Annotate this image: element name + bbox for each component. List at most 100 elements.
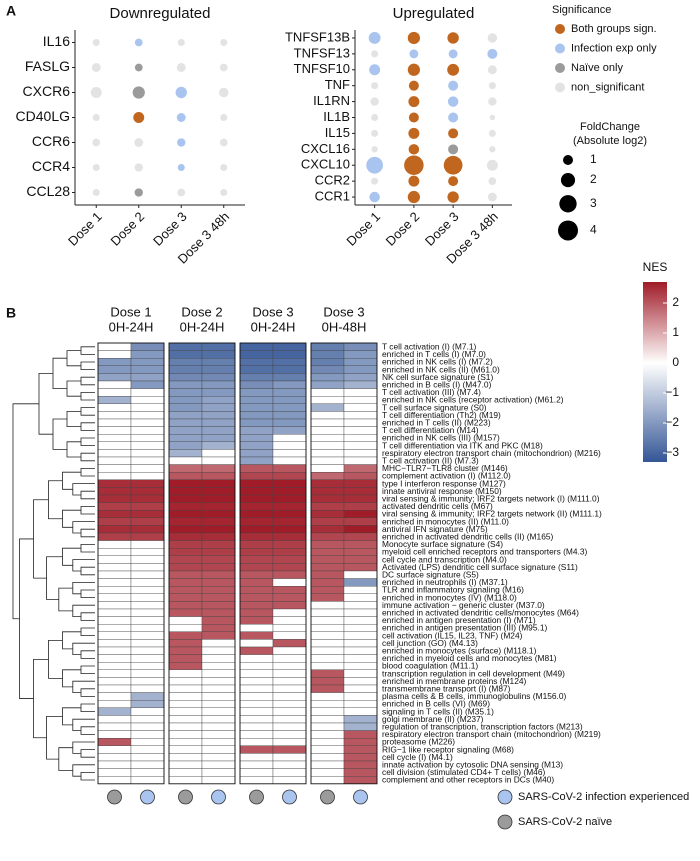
- y-tick-label: CCR4: [32, 158, 70, 174]
- heatmap-cell: [343, 510, 378, 519]
- dendrogram: [48, 480, 63, 520]
- heatmap-cell: [168, 472, 203, 481]
- heatmap-cell: [343, 715, 378, 724]
- heatmap-cell: [201, 441, 236, 450]
- heatmap-cell: [343, 342, 378, 351]
- heatmap-cell: [343, 563, 378, 572]
- heatmap-cell: [272, 449, 307, 458]
- heatmap-cell: [201, 646, 236, 655]
- heatmap-cell: [201, 426, 236, 435]
- heatmap-cell: [239, 540, 274, 549]
- dendrogram: [72, 718, 95, 731]
- heatmap-cell: [201, 768, 236, 777]
- heatmap-cell: [272, 548, 307, 557]
- heatmap-cell: [310, 502, 345, 511]
- heatmap-cell: [130, 464, 165, 473]
- group-border: [97, 342, 165, 785]
- dendrogram: [66, 411, 81, 427]
- heatmap-cell: [272, 586, 307, 595]
- dot: [408, 127, 420, 139]
- heatmap-cell: [272, 555, 307, 564]
- dot: [177, 188, 186, 197]
- row-label: respiratory electron transport chain (mi…: [382, 729, 601, 739]
- heatmap-cell: [201, 745, 236, 754]
- heatmap-cell: [97, 418, 132, 427]
- heatmap-cell: [310, 358, 345, 367]
- heatmap-cell: [343, 532, 378, 541]
- heatmap-cell: [130, 722, 165, 731]
- heatmap-cell: [201, 487, 236, 496]
- row-label: enriched in activated dendritic cells (I…: [382, 532, 554, 542]
- heatmap-cell: [201, 677, 236, 686]
- heatmap-cell: [168, 654, 203, 663]
- x-tick-label: Dose 1: [65, 209, 105, 249]
- heatmap-cell: [168, 745, 203, 754]
- heatmap-cell: [310, 738, 345, 747]
- dendrogram: [72, 741, 95, 754]
- dot: [447, 63, 460, 76]
- heatmap-cell: [97, 464, 132, 473]
- heatmap-cell: [168, 388, 203, 397]
- heatmap-cell: [97, 745, 132, 754]
- heatmap-cell: [168, 722, 203, 731]
- y-tick-label: IL15: [325, 125, 350, 140]
- heatmap-cell: [130, 411, 165, 420]
- heatmap-cell: [168, 700, 203, 709]
- heatmap-cell: [272, 563, 307, 572]
- row-label: myeloid cell enriched receptors and tran…: [382, 547, 587, 557]
- heatmap-cell: [201, 365, 236, 374]
- heatmap-cell: [201, 525, 236, 534]
- heatmap-cell: [343, 586, 378, 595]
- heatmap-cell: [239, 380, 274, 389]
- dot: [407, 190, 420, 204]
- y-tick-label: IL16: [43, 33, 70, 49]
- heatmap-cell: [97, 396, 132, 405]
- heatmap-cell: [97, 601, 132, 610]
- heatmap-cell: [310, 441, 345, 450]
- heatmap-cell: [239, 365, 274, 374]
- heatmap-cell: [168, 616, 203, 625]
- heatmap-cell: [130, 418, 165, 427]
- heatmap-cell: [272, 517, 307, 526]
- heatmap-cell: [130, 570, 165, 579]
- dendrogram: [38, 373, 53, 435]
- column-header: 0H-24H: [109, 319, 154, 334]
- heatmap-cell: [97, 555, 132, 564]
- group-border: [310, 342, 378, 785]
- heatmap-cell: [272, 532, 307, 541]
- heatmap-cell: [239, 700, 274, 709]
- dot: [447, 191, 459, 203]
- y-tick-label: CXCL16: [301, 141, 350, 156]
- heatmap-cell: [239, 532, 274, 541]
- row-label: enriched in NK cells (II) (M61.0): [382, 364, 500, 374]
- heatmap-cell: [239, 464, 274, 473]
- dendrogram: [72, 680, 95, 693]
- y-tick-label: TNFSF13: [294, 45, 350, 60]
- heatmap-cell: [130, 608, 165, 617]
- dot: [488, 177, 497, 186]
- dot: [371, 82, 379, 90]
- heatmap-cell: [239, 760, 274, 769]
- dendrogram: [19, 538, 34, 699]
- row-label: enriched in monocytes (II) (M11.0): [382, 516, 509, 526]
- heatmap-cell: [168, 570, 203, 579]
- heatmap-cell: [310, 707, 345, 716]
- dot: [408, 144, 420, 155]
- heatmap-cell: [310, 411, 345, 420]
- y-tick-label: CD40LG: [16, 108, 70, 124]
- heatmap-cell: [272, 373, 307, 382]
- heatmap-cell: [310, 517, 345, 526]
- heatmap-cell: [310, 555, 345, 564]
- dot: [487, 192, 497, 202]
- heatmap-cell: [272, 479, 307, 488]
- x-tick-label: Dose 1: [343, 209, 383, 249]
- heatmap-cell: [343, 631, 378, 640]
- heatmap-cell: [239, 707, 274, 716]
- row-label: T cell activation (III) (M7.4): [382, 387, 481, 397]
- dendrogram: [72, 604, 95, 617]
- heatmap-cell: [310, 624, 345, 633]
- heatmap-cell: [168, 760, 203, 769]
- heatmap-cell: [168, 646, 203, 655]
- y-tick-label: CXCR6: [23, 83, 71, 99]
- heatmap-cell: [343, 730, 378, 739]
